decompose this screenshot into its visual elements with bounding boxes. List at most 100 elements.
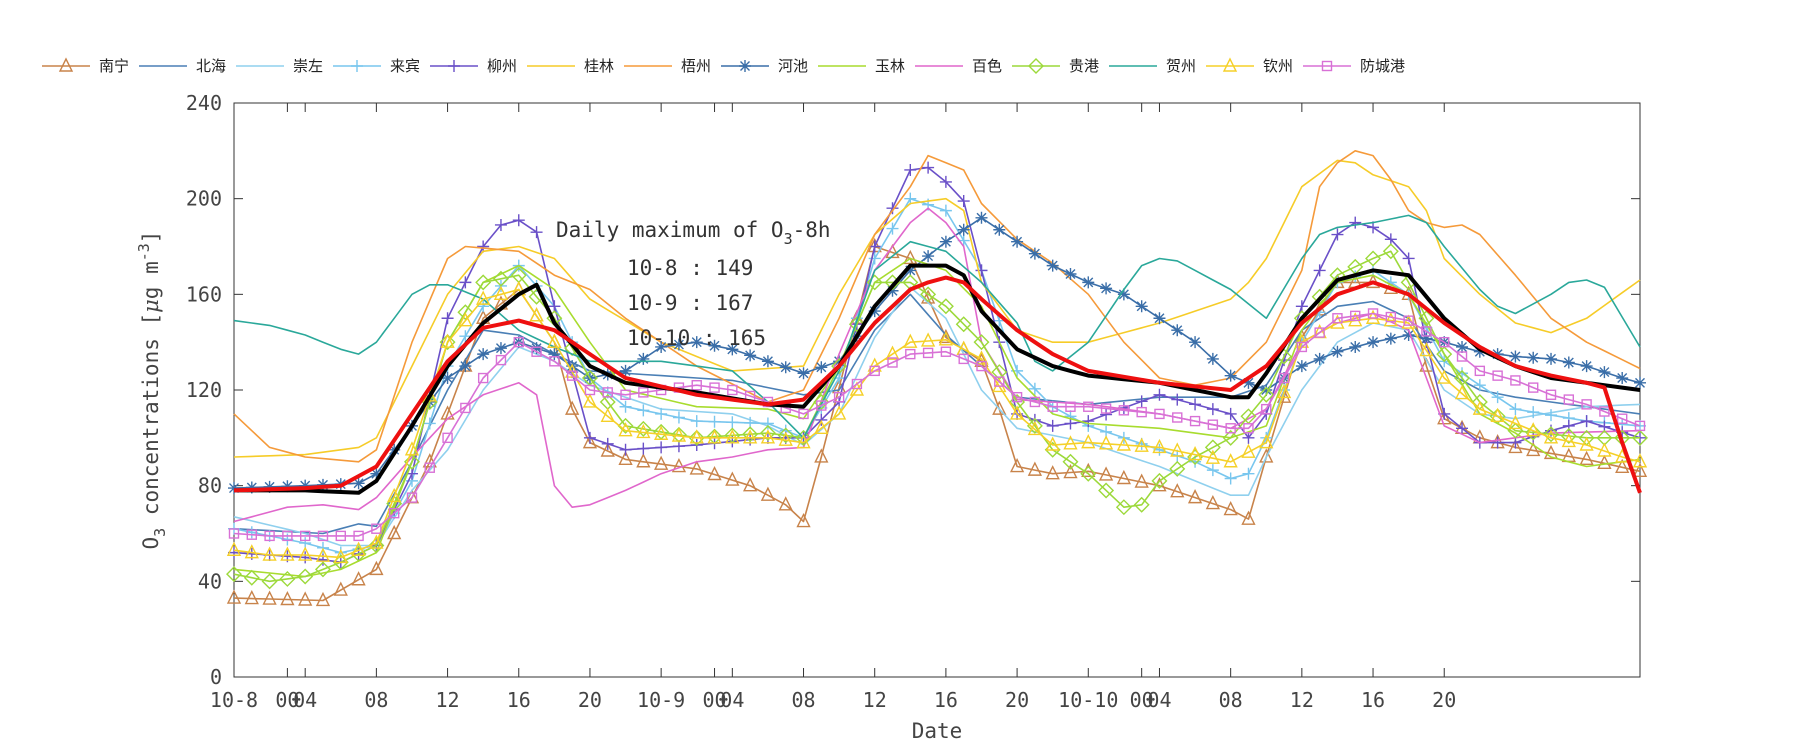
data-point [1153,312,1166,325]
data-point [761,417,774,430]
data-point [725,429,740,444]
data-point [1367,308,1379,319]
data-point [1045,436,1060,451]
series-line [233,275,1642,494]
data-point [1064,268,1077,281]
data-point [654,425,669,440]
data-point [937,298,954,315]
data-point [1314,327,1325,338]
data-point [1436,346,1453,363]
data-point [1313,264,1326,277]
data-point [601,437,614,450]
data-point [636,423,651,439]
legend-marker [1222,57,1238,72]
data-point [1491,348,1504,361]
data-point [1011,235,1024,248]
data-point [760,486,776,501]
data-point [939,235,952,248]
data-point [263,480,276,493]
legend-item: 柳州 [430,57,517,75]
series-line [233,150,1641,463]
data-point [1473,379,1486,392]
y-tick-label: 160 [186,282,222,306]
data-point [922,161,935,174]
data-point [458,312,473,327]
legend-item: 南宁 [42,57,129,75]
data-point [1545,409,1558,422]
data-point [635,420,652,437]
data-point [1331,345,1344,358]
data-point [494,342,507,355]
data-point [973,334,990,351]
data-point [1561,432,1576,448]
data-point [618,422,633,437]
data-point [477,372,489,384]
data-point [689,460,704,475]
data-point [922,250,935,263]
data-point [957,223,970,236]
data-point [814,448,829,463]
series-防城港 [228,308,1646,542]
legend-item: 玉林 [818,57,905,75]
data-point [228,482,240,495]
data-point [1492,370,1503,381]
data-point [477,348,490,361]
data-point [369,560,384,576]
x-tick-label: 20 [1432,688,1456,712]
legend-item: 崇左 [236,57,323,75]
data-point [904,163,917,176]
data-point [1580,415,1593,428]
data-point [1100,408,1113,421]
data-point [459,276,472,289]
data-point [1242,467,1255,480]
legend-label: 崇左 [293,57,323,75]
data-point [815,361,828,374]
data-point [1456,422,1469,435]
data-point [441,372,454,385]
data-point [726,416,739,429]
legend-marker [351,60,363,72]
data-point [869,365,880,377]
data-point [547,333,562,348]
data-point [530,342,543,355]
data-point [299,479,312,492]
data-point [352,477,365,490]
data-point [1205,495,1220,510]
data-point [742,426,759,443]
data-point [1063,463,1078,479]
data-point [1171,324,1184,337]
data-point [831,405,847,420]
y-axis: 0 40 80 120 160 200 240 [186,91,1640,689]
annotation-title: Daily maximum of O3-8h [556,218,831,248]
legend-item: 桂林 [527,57,614,75]
legend-item: 来宾 [333,57,420,75]
data-point [974,350,989,365]
x-tick-label: 16 [934,688,958,712]
data-point [245,481,258,494]
data-point [1332,313,1343,324]
legend-label: 河池 [778,57,808,75]
data-point [299,530,311,542]
series-桂林 [233,159,1641,458]
legend-label: 防城港 [1360,57,1405,75]
data-point [1510,375,1521,386]
data-point [1331,228,1344,241]
data-point [1580,360,1593,373]
data-point [655,340,668,353]
data-point [1026,417,1043,434]
data-point [1383,312,1398,327]
data-point [868,252,881,265]
data-point [1133,496,1150,513]
data-point [797,367,810,380]
x-tick-label: 16 [507,688,531,712]
data-point [1027,420,1043,436]
data-point [1259,434,1274,449]
data-point [938,331,954,346]
data-point [976,360,987,372]
data-point [244,589,259,605]
data-point [1419,341,1434,357]
data-point [833,355,846,368]
data-point [831,358,848,375]
data-point [1047,401,1058,412]
